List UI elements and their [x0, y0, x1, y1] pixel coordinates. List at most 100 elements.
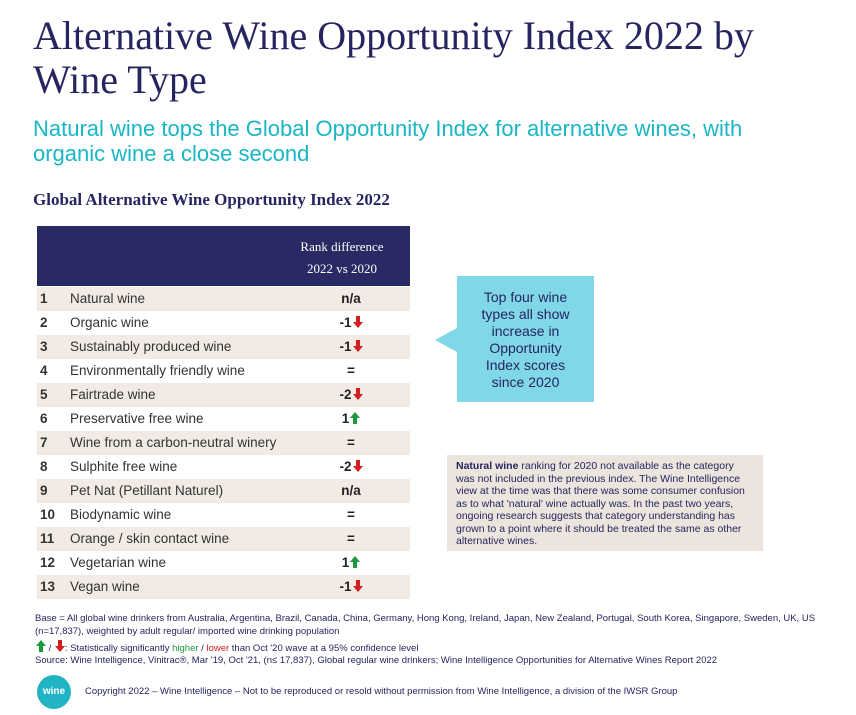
rank-difference-value: =	[347, 363, 355, 378]
rank-number: 7	[40, 435, 48, 450]
rank-difference-value: 1	[341, 555, 350, 570]
rank-difference-value: 1	[341, 411, 350, 426]
base-note: Base = All global wine drinkers from Aus…	[35, 613, 816, 637]
rank-difference: -1	[291, 575, 411, 599]
wine-type-name: Vegetarian wine	[70, 555, 167, 570]
table-row: 7 Wine from a carbon-neutral winery =	[37, 431, 410, 455]
header-line-2: 2022 vs 2020	[306, 261, 378, 276]
red-down-arrow-icon	[352, 388, 363, 400]
rank-number: 8	[40, 459, 48, 474]
red-down-arrow-icon	[352, 460, 363, 472]
note-bold: Natural wine	[456, 460, 519, 472]
section-title: Global Alternative Wine Opportunity Inde…	[33, 190, 390, 209]
rank-number: 6	[40, 411, 48, 426]
callout-pointer	[435, 328, 457, 352]
red-down-arrow-icon	[352, 340, 363, 352]
wine-type-name: Environmentally friendly wine	[70, 363, 245, 378]
table-row: 1 Natural wine n/a	[37, 287, 410, 311]
rank-difference-value: -2	[339, 459, 352, 474]
table-row: 12 Vegetarian wine 1	[37, 551, 410, 575]
significance-legend: / : Statistically significantly higher /…	[35, 640, 835, 655]
rank-difference: =	[291, 359, 411, 383]
rank-difference-value: =	[347, 531, 355, 546]
header-line-1: Rank difference	[300, 239, 384, 254]
rank-difference: n/a	[291, 287, 411, 311]
green-up-arrow-icon	[350, 412, 361, 424]
wine-type-name: Pet Nat (Petillant Naturel)	[70, 483, 224, 498]
copyright-text: Copyright 2022 – Wine Intelligence – Not…	[85, 686, 678, 697]
callout-box: Top four wine types all show increase in Op…	[457, 276, 594, 402]
rank-difference-value: -1	[339, 315, 352, 330]
wine-type-name: Organic wine	[70, 315, 149, 330]
callout-line: since 2020	[491, 374, 560, 390]
rank-difference-header: Rank difference 2022 vs 2020	[282, 236, 402, 280]
table-row: 11 Orange / skin contact wine =	[37, 527, 410, 551]
table-row: 4 Environmentally friendly wine =	[37, 359, 410, 383]
rank-difference: =	[291, 503, 411, 527]
rank-number: 11	[40, 531, 55, 546]
rank-number: 3	[40, 339, 48, 354]
rank-difference: n/a	[291, 479, 411, 503]
rank-difference: =	[291, 431, 411, 455]
callout-line: increase in	[491, 323, 560, 339]
callout-line: Opportunity	[489, 340, 562, 356]
green-up-arrow-icon	[350, 556, 361, 568]
red-down-arrow-icon	[352, 316, 363, 328]
callout-line: Top four wine	[483, 289, 568, 305]
wine-type-name: Orange / skin contact wine	[70, 531, 230, 546]
rank-difference: =	[291, 527, 411, 551]
wine-intelligence-logo: wine	[37, 675, 71, 709]
rank-difference-value: =	[347, 435, 355, 450]
page-subtitle: Natural wine tops the Global Opportunity…	[33, 116, 743, 166]
wine-type-name: Preservative free wine	[70, 411, 204, 426]
rank-number: 12	[40, 555, 56, 570]
green-up-arrow-icon	[36, 640, 46, 652]
rank-difference: 1	[291, 407, 411, 431]
rank-number: 5	[40, 387, 48, 402]
table-row: 5 Fairtrade wine -2	[37, 383, 410, 407]
callout-line: types all show	[481, 306, 570, 322]
table-row: 6 Preservative free wine 1	[37, 407, 410, 431]
wine-type-name: Wine from a carbon-neutral winery	[70, 435, 277, 450]
wine-type-name: Vegan wine	[70, 579, 140, 594]
rank-difference: -1	[291, 335, 411, 359]
rank-number: 4	[40, 363, 48, 378]
note-text: ranking for 2020 not available as the ca…	[456, 460, 745, 547]
wine-type-name: Sustainably produced wine	[70, 339, 232, 354]
table-row: 8 Sulphite free wine -2	[37, 455, 410, 479]
rank-difference: 1	[291, 551, 411, 575]
table-row: 10 Biodynamic wine =	[37, 503, 410, 527]
source-note: Source: Wine Intelligence, Vinitrac®, Ma…	[35, 655, 718, 666]
rank-number: 1	[40, 291, 48, 306]
rank-number: 13	[40, 579, 56, 594]
rank-number: 9	[40, 483, 48, 498]
rank-number: 2	[40, 315, 48, 330]
table-header: Rank difference 2022 vs 2020	[37, 226, 410, 286]
rank-difference-value: n/a	[341, 483, 361, 498]
table-row: 3 Sustainably produced wine -1	[37, 335, 410, 359]
legend-prefix: : Statistically significantly	[64, 643, 173, 654]
wine-type-name: Biodynamic wine	[70, 507, 172, 522]
rank-difference-value: -1	[339, 579, 352, 594]
page-title: Alternative Wine Opportunity Index 2022 …	[33, 13, 754, 102]
natural-wine-note: Natural wine ranking for 2020 not availa…	[447, 455, 763, 551]
rank-difference: -2	[291, 455, 411, 479]
wine-type-name: Fairtrade wine	[70, 387, 156, 402]
legend-separator: /	[198, 643, 207, 654]
rank-difference-value: =	[347, 507, 355, 522]
rank-difference: -2	[291, 383, 411, 407]
table-row: 9 Pet Nat (Petillant Naturel) n/a	[37, 479, 410, 503]
table-row: 2 Organic wine -1	[37, 311, 410, 335]
legend-suffix: than Oct '20 wave at a 95% confidence le…	[229, 643, 419, 654]
table-row: 13 Vegan wine -1	[37, 575, 410, 599]
legend-higher: higher	[172, 643, 199, 654]
red-down-arrow-icon	[352, 580, 363, 592]
rank-difference-value: -2	[339, 387, 352, 402]
callout-line: Index scores	[485, 357, 566, 373]
wine-type-name: Sulphite free wine	[70, 459, 178, 474]
rank-difference-value: -1	[339, 339, 352, 354]
legend-lower: lower	[206, 643, 230, 654]
rank-number: 10	[40, 507, 56, 522]
red-down-arrow-icon	[54, 640, 65, 652]
rank-difference-value: n/a	[341, 291, 361, 306]
